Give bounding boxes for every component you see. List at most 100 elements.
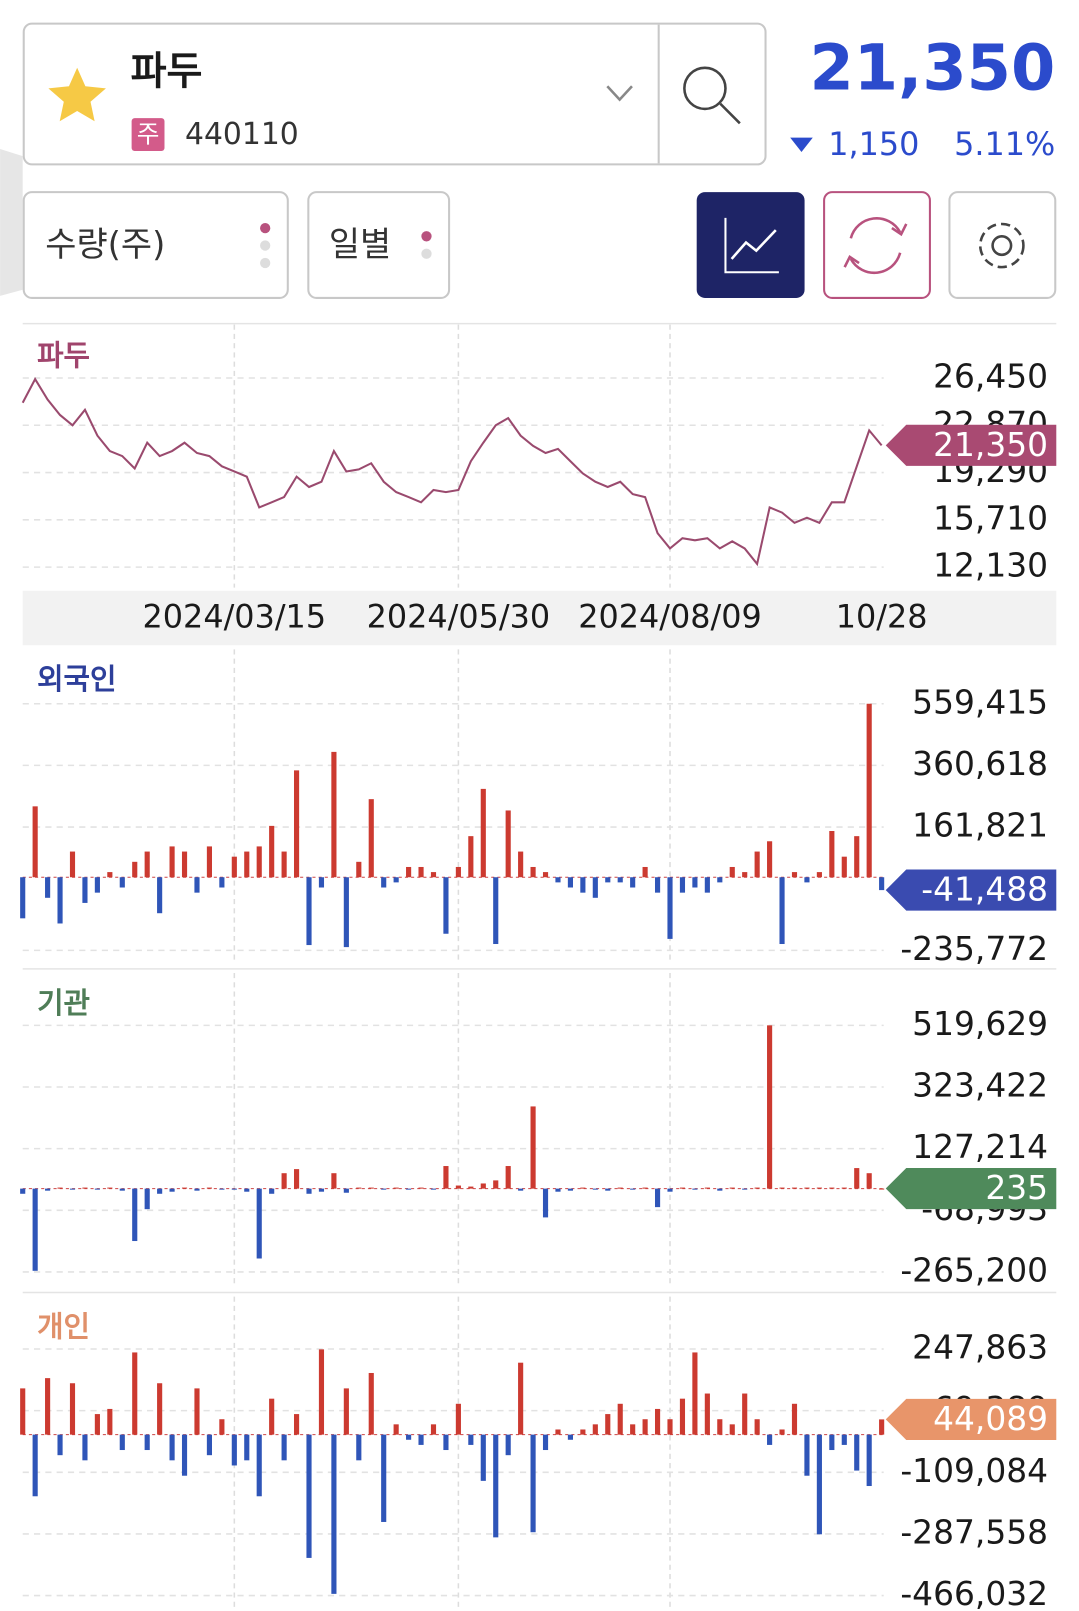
bar bbox=[194, 877, 200, 893]
bar bbox=[368, 1372, 374, 1435]
bar bbox=[455, 1403, 461, 1435]
bar bbox=[20, 1188, 26, 1194]
bar bbox=[406, 1188, 412, 1190]
bar bbox=[804, 1434, 810, 1476]
x-tick-label: 10/28 bbox=[836, 598, 928, 636]
change-percent: 5.11% bbox=[954, 125, 1055, 163]
bar bbox=[679, 877, 686, 893]
bar bbox=[343, 1188, 349, 1193]
bar bbox=[181, 851, 188, 878]
bar bbox=[804, 1187, 810, 1189]
bar bbox=[144, 851, 150, 878]
price: 21,350 bbox=[810, 31, 1056, 105]
bar bbox=[630, 1424, 636, 1435]
period-button[interactable] bbox=[307, 191, 451, 299]
bar bbox=[480, 788, 486, 878]
bar bbox=[468, 836, 474, 878]
bar bbox=[692, 1188, 698, 1190]
bar bbox=[729, 1187, 735, 1189]
bar bbox=[157, 1188, 163, 1194]
down-arrow bbox=[790, 137, 813, 153]
bar bbox=[754, 1187, 760, 1189]
bar bbox=[455, 1185, 461, 1189]
unit-label: 수량(주) bbox=[45, 225, 165, 264]
bar bbox=[318, 1349, 325, 1435]
bar bbox=[32, 1188, 38, 1271]
bar bbox=[841, 1187, 847, 1189]
favorite-star[interactable] bbox=[48, 67, 106, 122]
bar bbox=[866, 1173, 872, 1189]
side-tab[interactable] bbox=[0, 148, 23, 296]
bar bbox=[107, 1187, 113, 1189]
bar bbox=[381, 1434, 387, 1522]
dropdown-chevron[interactable] bbox=[606, 85, 633, 102]
refresh-arrow bbox=[843, 254, 860, 268]
bar bbox=[866, 703, 872, 878]
search-box[interactable] bbox=[22, 22, 767, 166]
bar bbox=[231, 856, 237, 878]
bar bbox=[306, 877, 312, 946]
bar bbox=[331, 1434, 337, 1594]
bar bbox=[107, 872, 113, 878]
bar bbox=[119, 1434, 125, 1451]
bar bbox=[468, 1434, 474, 1445]
bar bbox=[879, 1188, 885, 1190]
bar bbox=[343, 877, 349, 948]
bar bbox=[181, 1434, 188, 1476]
bar bbox=[157, 1383, 163, 1435]
bar bbox=[866, 1434, 872, 1487]
panel-title: 외국인 bbox=[37, 662, 116, 696]
bar bbox=[293, 1169, 300, 1189]
bar bbox=[356, 1187, 362, 1189]
bar bbox=[592, 1188, 598, 1190]
bar bbox=[779, 1429, 785, 1435]
dot bbox=[260, 222, 271, 234]
refresh-button[interactable] bbox=[823, 191, 931, 299]
current-label: -41,488 bbox=[921, 870, 1048, 909]
bar bbox=[742, 1393, 748, 1435]
dot bbox=[260, 257, 271, 269]
current-tag bbox=[885, 869, 1057, 911]
bar bbox=[269, 1188, 275, 1194]
bar bbox=[144, 1434, 150, 1451]
y-tick-label: 161,821 bbox=[912, 806, 1048, 845]
search-icon[interactable] bbox=[683, 66, 727, 111]
bar bbox=[555, 1429, 561, 1435]
bar bbox=[406, 1434, 412, 1440]
bar bbox=[206, 846, 212, 878]
bar bbox=[679, 1187, 686, 1189]
bar bbox=[443, 877, 449, 934]
bar bbox=[630, 877, 636, 888]
y-tick-label: 360,618 bbox=[912, 744, 1048, 783]
bar bbox=[717, 877, 723, 883]
bar bbox=[567, 1188, 573, 1191]
bar bbox=[630, 1188, 636, 1190]
bar bbox=[132, 861, 138, 878]
price-change: 1,150 bbox=[828, 125, 919, 163]
bar bbox=[269, 825, 275, 878]
bar bbox=[455, 866, 461, 878]
unit-button[interactable] bbox=[22, 191, 289, 299]
badge-bg bbox=[131, 118, 165, 152]
bar bbox=[20, 1388, 26, 1435]
bar bbox=[667, 1419, 673, 1435]
bar bbox=[169, 1188, 175, 1192]
bar bbox=[94, 877, 100, 893]
bar bbox=[306, 1434, 312, 1558]
x-tick-label: 2024/03/15 bbox=[143, 598, 327, 636]
bar bbox=[654, 877, 661, 893]
bar bbox=[779, 1187, 785, 1189]
bar bbox=[617, 1187, 623, 1189]
y-tick-label: -235,772 bbox=[900, 929, 1048, 968]
bar bbox=[717, 1419, 723, 1435]
bar bbox=[480, 1434, 486, 1481]
bar bbox=[729, 1424, 735, 1435]
bar bbox=[841, 856, 847, 878]
bar bbox=[281, 1173, 287, 1189]
bar bbox=[580, 1187, 586, 1189]
chart-icon-line bbox=[730, 229, 777, 260]
settings-button[interactable] bbox=[948, 191, 1057, 299]
bar bbox=[430, 1188, 437, 1190]
badge: 주 bbox=[137, 120, 160, 149]
